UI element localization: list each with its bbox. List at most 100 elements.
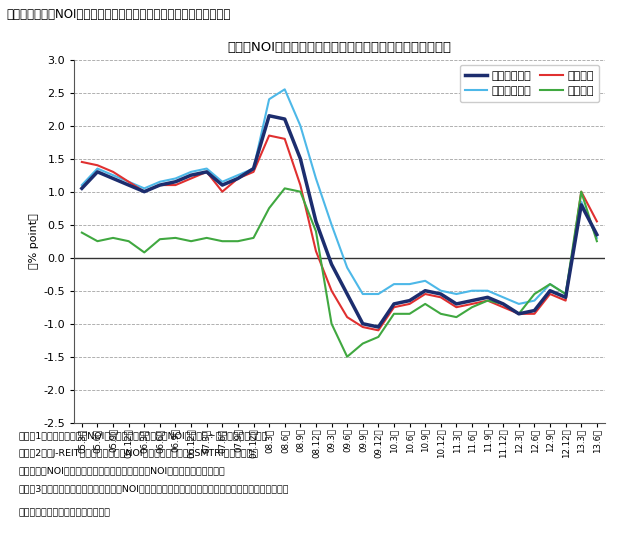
オフィス特化 xyxy=(234,172,242,178)
商業特化 xyxy=(250,169,257,175)
オフィス特化 xyxy=(312,175,320,182)
大型銘柄平均 xyxy=(359,320,366,327)
住宅特化 xyxy=(421,301,429,307)
Y-axis label: （% point）: （% point） xyxy=(29,214,39,269)
住宅特化 xyxy=(218,238,226,244)
Text: 図表２　不動産NOI利回りとインプライド･キャップレートとの乖離: 図表２ 不動産NOI利回りとインプライド･キャップレートとの乖離 xyxy=(6,8,231,21)
住宅特化 xyxy=(453,314,460,320)
オフィス特化 xyxy=(94,165,101,172)
大型銘柄平均 xyxy=(250,165,257,172)
大型銘柄平均 xyxy=(546,287,553,294)
大型銘柄平均 xyxy=(94,169,101,175)
オフィス特化 xyxy=(281,86,288,93)
大型銘柄平均 xyxy=(109,175,117,182)
大型銘柄平均 xyxy=(406,298,413,304)
大型銘柄平均 xyxy=(344,291,351,297)
オフィス特化 xyxy=(593,235,600,241)
大型銘柄平均 xyxy=(328,261,335,268)
オフィス特化 xyxy=(328,222,335,228)
Text: 2．各J-REITのポートフォリオNOIは、各時点におけるSMTRI予想に基づく: 2．各J-REITのポートフォリオNOIは、各時点におけるSMTRI予想に基づく xyxy=(19,449,259,458)
大型銘柄平均 xyxy=(421,287,429,294)
大型銘柄平均 xyxy=(515,311,523,317)
商業特化 xyxy=(484,298,491,304)
住宅特化 xyxy=(359,340,366,347)
オフィス特化 xyxy=(468,287,476,294)
商業特化 xyxy=(500,304,507,311)
住宅特化 xyxy=(328,320,335,327)
Text: NOIは固定資産税費用化調整後の標準NOI（取得予定物件含む）: NOIは固定資産税費用化調整後の標準NOI（取得予定物件含む） xyxy=(19,467,225,476)
住宅特化 xyxy=(391,311,398,317)
大型銘柄平均 xyxy=(78,185,86,192)
Text: 出所）三井住友トラスト基礎研究所: 出所）三井住友トラスト基礎研究所 xyxy=(19,508,110,517)
オフィス特化 xyxy=(172,175,179,182)
オフィス特化 xyxy=(141,185,148,192)
商業特化 xyxy=(297,182,304,188)
大型銘柄平均 xyxy=(484,294,491,301)
商業特化 xyxy=(468,301,476,307)
商業特化 xyxy=(312,248,320,254)
オフィス特化 xyxy=(562,291,569,297)
商業特化 xyxy=(188,175,195,182)
オフィス特化 xyxy=(250,165,257,172)
商業特化 xyxy=(375,327,382,333)
商業特化 xyxy=(172,182,179,188)
商業特化 xyxy=(265,132,273,139)
オフィス特化 xyxy=(375,291,382,297)
商業特化 xyxy=(234,175,242,182)
商業特化 xyxy=(437,294,444,301)
商業特化 xyxy=(156,182,164,188)
商業特化 xyxy=(94,162,101,169)
オフィス特化 xyxy=(515,301,523,307)
オフィス特化 xyxy=(78,182,86,188)
住宅特化 xyxy=(312,228,320,235)
大型銘柄平均 xyxy=(437,291,444,297)
オフィス特化 xyxy=(203,165,210,172)
大型銘柄平均 xyxy=(297,156,304,162)
住宅特化 xyxy=(94,238,101,244)
住宅特化 xyxy=(156,236,164,242)
商業特化 xyxy=(218,189,226,195)
商業特化 xyxy=(453,304,460,311)
大型銘柄平均 xyxy=(531,307,538,314)
大型銘柄平均 xyxy=(188,172,195,178)
Text: 注）　1．ポートフォリオNOI利回り＝ポートフォリオNOI（年間）÷不動産取得価格合計: 注） 1．ポートフォリオNOI利回り＝ポートフォリオNOI（年間）÷不動産取得価… xyxy=(19,431,268,440)
住宅特化 xyxy=(484,298,491,304)
商業特化 xyxy=(203,169,210,175)
オフィス特化 xyxy=(421,278,429,284)
オフィス特化 xyxy=(484,287,491,294)
オフィス特化 xyxy=(265,96,273,102)
住宅特化 xyxy=(234,238,242,244)
Line: 大型銘柄平均: 大型銘柄平均 xyxy=(82,116,597,327)
Legend: 大型銘柄平均, オフィス特化, 商業特化, 住宅特化: 大型銘柄平均, オフィス特化, 商業特化, 住宅特化 xyxy=(460,65,599,102)
オフィス特化 xyxy=(344,264,351,271)
大型銘柄平均 xyxy=(281,116,288,122)
住宅特化 xyxy=(203,235,210,241)
Title: 不動産NOI利回りとインプライド・キャップレートとの乖離: 不動産NOI利回りとインプライド・キャップレートとの乖離 xyxy=(227,41,452,54)
住宅特化 xyxy=(281,185,288,192)
住宅特化 xyxy=(141,249,148,256)
大型銘柄平均 xyxy=(156,182,164,188)
商業特化 xyxy=(328,287,335,294)
商業特化 xyxy=(391,304,398,311)
オフィス特化 xyxy=(453,291,460,297)
大型銘柄平均 xyxy=(453,301,460,307)
大型銘柄平均 xyxy=(312,218,320,224)
住宅特化 xyxy=(297,189,304,195)
大型銘柄平均 xyxy=(391,301,398,307)
商業特化 xyxy=(562,298,569,304)
住宅特化 xyxy=(265,205,273,211)
大型銘柄平均 xyxy=(375,324,382,330)
住宅特化 xyxy=(172,235,179,241)
商業特化 xyxy=(515,311,523,317)
商業特化 xyxy=(546,291,553,297)
オフィス特化 xyxy=(406,281,413,287)
住宅特化 xyxy=(546,281,553,287)
オフィス特化 xyxy=(109,172,117,178)
商業特化 xyxy=(421,291,429,297)
商業特化 xyxy=(344,314,351,320)
商業特化 xyxy=(281,136,288,142)
住宅特化 xyxy=(109,235,117,241)
Text: 3．当データは、ポートフォリオNOI利回りからインプライド・キャップレートを差し引いた値: 3．当データは、ポートフォリオNOI利回りからインプライド・キャップレートを差し… xyxy=(19,485,289,494)
オフィス特化 xyxy=(218,178,226,185)
オフィス特化 xyxy=(156,178,164,185)
